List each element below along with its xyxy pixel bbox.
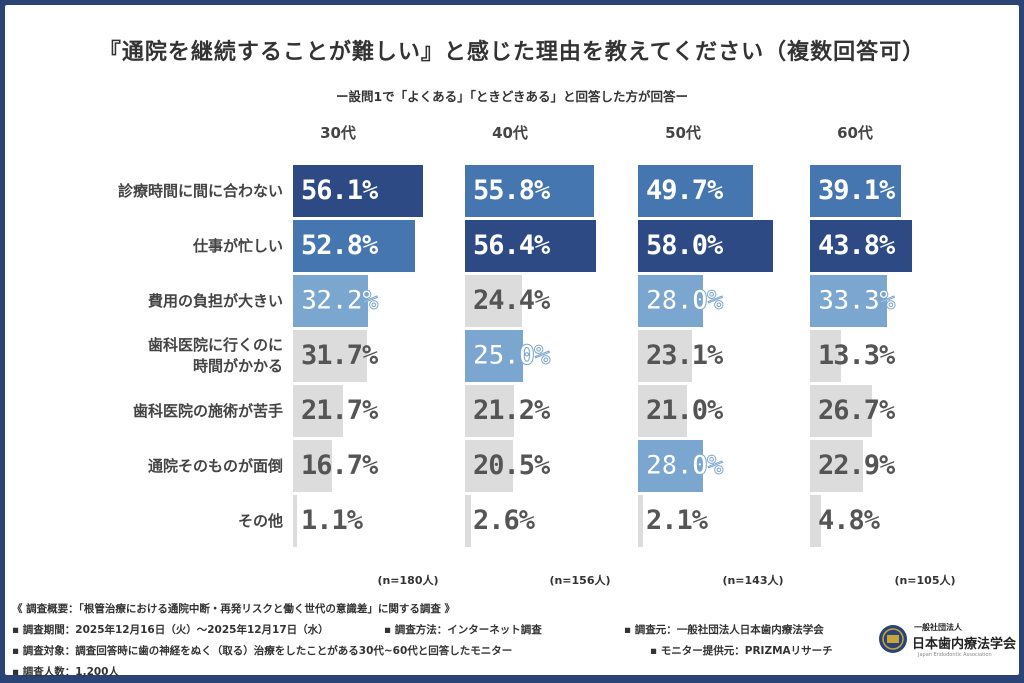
bar — [293, 385, 344, 437]
bar — [293, 165, 424, 217]
bar-value-label: 1.1% — [301, 505, 363, 536]
category-label: 費用の負担が大きい — [23, 275, 283, 327]
bar-value-label: 20.5% — [473, 450, 550, 481]
category-label: 診療時間に間に合わない — [23, 165, 283, 217]
category-label: 歯科医院に行くのに 時間がかかる — [23, 330, 283, 382]
series-header: 40代 — [492, 124, 528, 142]
bar-value-label: 28.0% — [645, 450, 723, 482]
footer-target: ▪ 調査対象：調査回答時に歯の神経をぬく（取る）治療をしたことがある30代~60… — [12, 645, 513, 657]
bar-value-label: 55.8% — [473, 175, 550, 206]
bar — [465, 385, 515, 437]
bar-value-label: 56.4% — [473, 230, 550, 261]
category-label-text: 歯科医院の施術が苦手 — [132, 401, 283, 420]
footer-count: ▪ 調査人数：1,200人 — [12, 666, 119, 678]
bar — [293, 440, 332, 492]
bar — [465, 495, 472, 547]
association-emblem-icon — [879, 625, 907, 653]
logo-name: 日本歯内療法学会 — [912, 637, 1017, 652]
bar — [638, 440, 703, 492]
footer-source: ▪ 調査元：一般社団法人日本歯内療法学会 — [624, 624, 824, 636]
bar — [810, 495, 822, 547]
bar-value-label: 58.0% — [646, 230, 723, 261]
bar-value-label: 56.1% — [301, 175, 378, 206]
bar-value-label: 2.1% — [646, 505, 708, 536]
category-label: 歯科医院の施術が苦手 — [23, 385, 283, 437]
bar — [810, 220, 912, 272]
bar-value-label: 43.8% — [818, 230, 895, 261]
bar-value-label: 22.9% — [818, 450, 895, 481]
bar-value-label: 28.0% — [645, 285, 723, 317]
sample-size-label: (n=180人) — [377, 574, 439, 587]
category-label-text: 通院そのものが面倒 — [147, 456, 283, 475]
bar — [293, 275, 368, 327]
sample-size-label: (n=143人) — [722, 574, 784, 587]
bar — [810, 330, 841, 382]
category-label: その他 — [23, 495, 283, 547]
association-logo: 一般社団法人 日本歯内療法学会 Japan Endodontic Associa… — [878, 622, 1018, 662]
bar — [638, 275, 703, 327]
bar — [293, 495, 297, 547]
bar — [638, 495, 643, 547]
series-header: 30代 — [320, 124, 356, 142]
bar — [810, 275, 888, 327]
bar-value-label: 33.3% — [817, 285, 895, 317]
bar-value-label: 31.7% — [301, 340, 378, 371]
chart-title: 『通院を継続することが難しい』と感じた理由を教えてください（複数回答可） — [98, 40, 926, 65]
bar-value-label: 39.1% — [818, 175, 895, 206]
category-label: 通院そのものが面倒 — [23, 440, 283, 492]
category-label-text: 費用の負担が大きい — [147, 291, 283, 310]
series-header: 60代 — [837, 124, 873, 142]
bar — [465, 440, 513, 492]
footer-overview: 《 調査概要：「根管治療における通院中断・再発リスクと働く世代の意識差」に関する… — [12, 603, 456, 615]
bar-value-label: 25.0% — [472, 340, 550, 372]
bar — [293, 220, 416, 272]
bar — [810, 165, 901, 217]
category-label-text: 診療時間に間に合わない — [117, 181, 283, 200]
category-label-text: その他 — [237, 511, 283, 530]
bar — [638, 385, 687, 437]
bar-value-label: 23.1% — [646, 340, 723, 371]
footer-method: ▪ 調査方法：インターネット調査 — [384, 624, 542, 636]
bar — [638, 330, 692, 382]
bar-value-label: 26.7% — [818, 395, 895, 426]
bar-value-label: 21.2% — [473, 395, 550, 426]
footer-provider: ▪ モニター提供元：PRIZMAリサーチ — [650, 645, 833, 657]
chart-subtitle: ー設問1で「よくある」「ときどきある」と回答した方が回答ー — [335, 89, 689, 104]
footer-period: ▪ 調査期間：2025年12月16日（火）～2025年12月17日（水） — [12, 624, 329, 636]
bar — [293, 330, 367, 382]
bar — [638, 165, 754, 217]
bar-value-label: 21.0% — [646, 395, 723, 426]
sample-size-label: (n=105人) — [894, 574, 956, 587]
category-label-text: 仕事が忙しい — [192, 236, 283, 255]
category-label-text: 歯科医院に行くのに 時間がかかる — [147, 336, 283, 375]
bar-value-label: 32.2% — [300, 285, 378, 317]
bar-value-label: 13.3% — [818, 340, 895, 371]
bar — [465, 330, 523, 382]
series-header: 50代 — [665, 124, 701, 142]
bar-value-label: 52.8% — [301, 230, 378, 261]
bar — [810, 385, 872, 437]
bar — [638, 220, 773, 272]
bar-value-label: 2.6% — [473, 505, 535, 536]
logo-top-text: 一般社団法人 — [914, 623, 962, 632]
category-label: 仕事が忙しい — [23, 220, 283, 272]
bar-value-label: 21.7% — [301, 395, 378, 426]
bar — [465, 275, 522, 327]
bar — [810, 440, 864, 492]
logo-english: Japan Endodontic Association — [918, 652, 992, 658]
bar-value-label: 16.7% — [301, 450, 378, 481]
bar-value-label: 49.7% — [646, 175, 723, 206]
bar-value-label: 4.8% — [818, 505, 880, 536]
bar — [465, 165, 595, 217]
bar-value-label: 24.4% — [473, 285, 550, 316]
bar — [465, 220, 596, 272]
sample-size-label: (n=156人) — [549, 574, 611, 587]
